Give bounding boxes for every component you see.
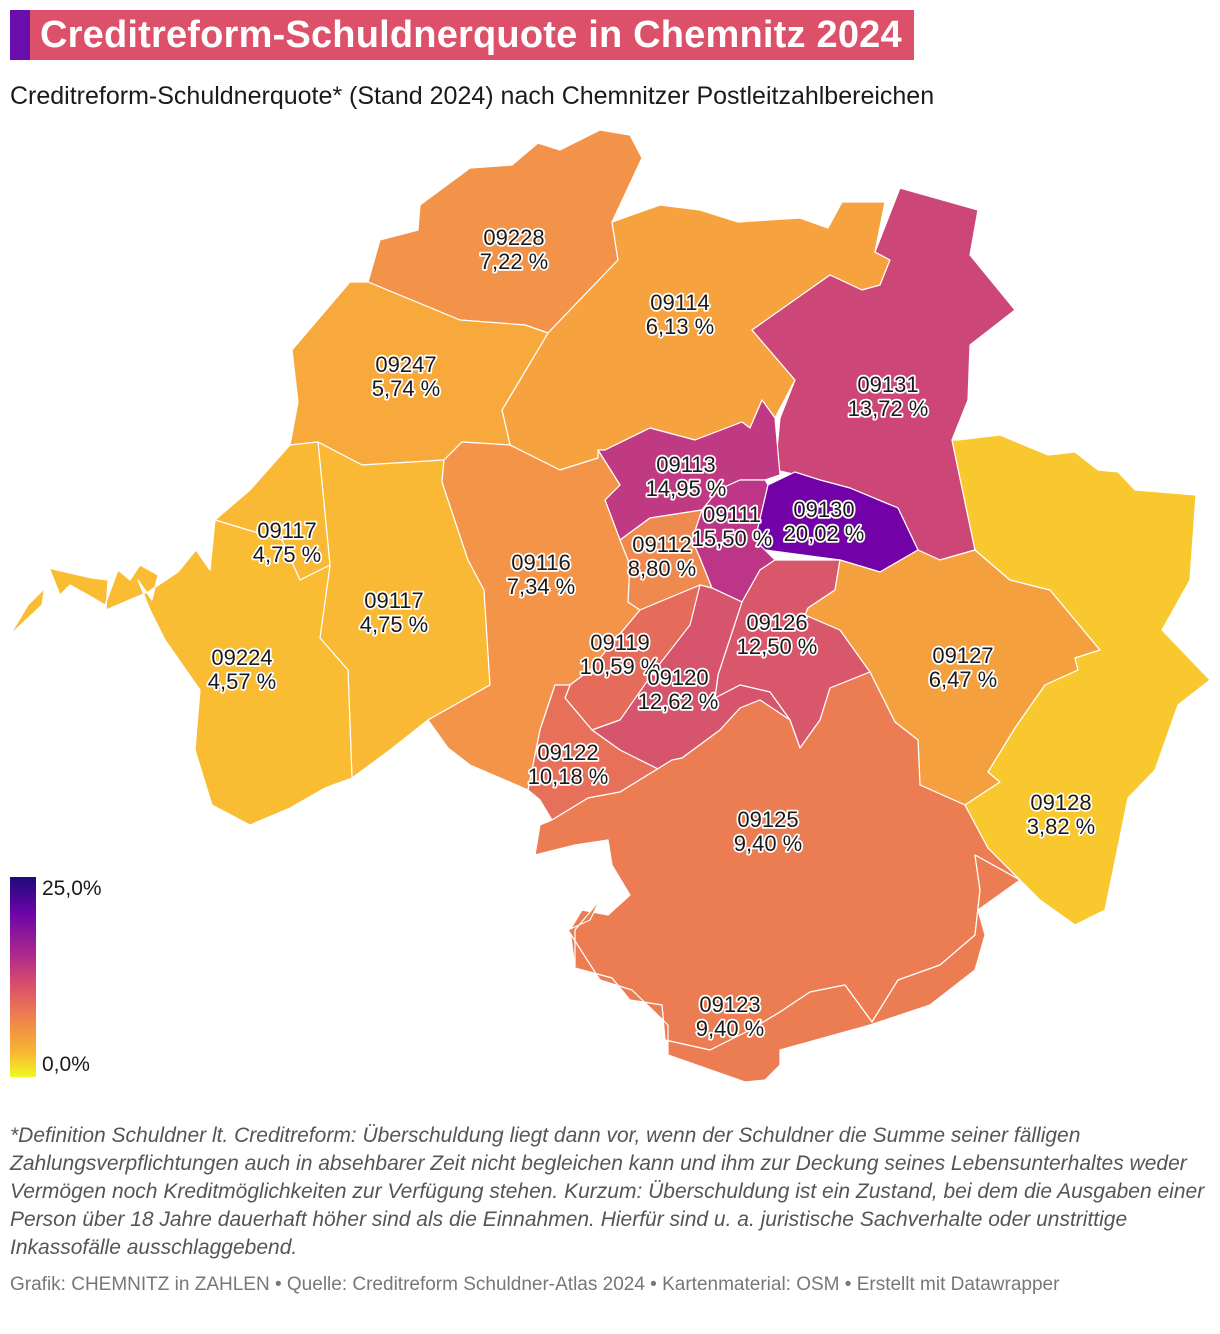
region-label-value: 4,75 % <box>253 542 322 567</box>
page-subtitle: Creditreform-Schuldnerquote* (Stand 2024… <box>10 82 935 110</box>
region-label-plz: 09113 <box>656 452 716 477</box>
color-legend: 25,0% 0,0% <box>10 877 102 1077</box>
region-label-plz: 09123 <box>699 992 760 1017</box>
region-label-value: 13,72 % <box>848 396 929 421</box>
region-label-value: 3,82 % <box>1027 814 1096 839</box>
region-label-value: 8,80 % <box>628 556 697 581</box>
title-box: Creditreform-Schuldnerquote in Chemnitz … <box>30 10 914 60</box>
legend-min-label: 0,0% <box>42 1053 90 1076</box>
region-label-plz: 09116 <box>511 550 571 575</box>
region-label-value: 6,47 % <box>929 667 998 692</box>
region-label-plz: 09117 <box>257 518 317 543</box>
region-label-value: 15,50 % <box>692 526 773 551</box>
region-label-value: 4,57 % <box>208 669 277 694</box>
region-label-plz: 09125 <box>737 807 798 832</box>
region-label-value: 5,74 % <box>372 376 441 401</box>
region-label-plz: 09112 <box>632 532 692 557</box>
region-label-plz: 09122 <box>537 740 598 765</box>
region-label-plz: 09224 <box>211 645 272 670</box>
region-label-plz: 09120 <box>647 665 708 690</box>
region-09224[interactable] <box>9 519 353 826</box>
region-label-value: 9,40 % <box>734 831 803 856</box>
region-label-value: 7,34 % <box>507 574 576 599</box>
credits: Grafik: CHEMNITZ in ZAHLEN • Quelle: Cre… <box>10 1274 1060 1295</box>
region-label-plz: 09117 <box>364 588 424 613</box>
region-label-value: 6,13 % <box>646 314 715 339</box>
region-label-plz: 09228 <box>483 225 544 250</box>
region-label-plz: 09131 <box>857 372 918 397</box>
region-label-plz: 09247 <box>375 352 436 377</box>
region-label-value: 4,75 % <box>360 612 429 637</box>
region-label-plz: 09111 <box>703 502 761 527</box>
legend-max-label: 25,0% <box>42 877 102 900</box>
region-label-plz: 09114 <box>650 290 710 315</box>
region-label-plz: 09119 <box>590 630 650 655</box>
region-label-value: 20,02 % <box>784 521 865 546</box>
footnote: *Definition Schuldner lt. Creditreform: … <box>10 1124 1205 1259</box>
title-accent-bar <box>10 10 30 60</box>
region-label-value: 14,95 % <box>646 476 727 501</box>
legend-gradient-bar <box>10 877 36 1077</box>
region-09128[interactable] <box>951 434 1211 926</box>
region-label-value: 9,40 % <box>696 1016 765 1041</box>
region-label-plz: 09130 <box>793 497 854 522</box>
region-label-plz: 09127 <box>932 643 993 668</box>
region-label-value: 12,62 % <box>638 689 719 714</box>
region-label-plz: 09126 <box>746 610 807 635</box>
region-label-value: 12,50 % <box>737 634 818 659</box>
region-label-value: 7,22 % <box>480 249 549 274</box>
region-09123[interactable] <box>567 854 1021 1083</box>
page-title: Creditreform-Schuldnerquote in Chemnitz … <box>40 13 902 56</box>
region-label-plz: 09128 <box>1030 790 1091 815</box>
region-label-value: 10,59 % <box>580 654 661 679</box>
region-09111[interactable] <box>691 479 776 603</box>
region-label-value: 10,18 % <box>528 764 609 789</box>
title-banner: Creditreform-Schuldnerquote in Chemnitz … <box>10 10 914 60</box>
